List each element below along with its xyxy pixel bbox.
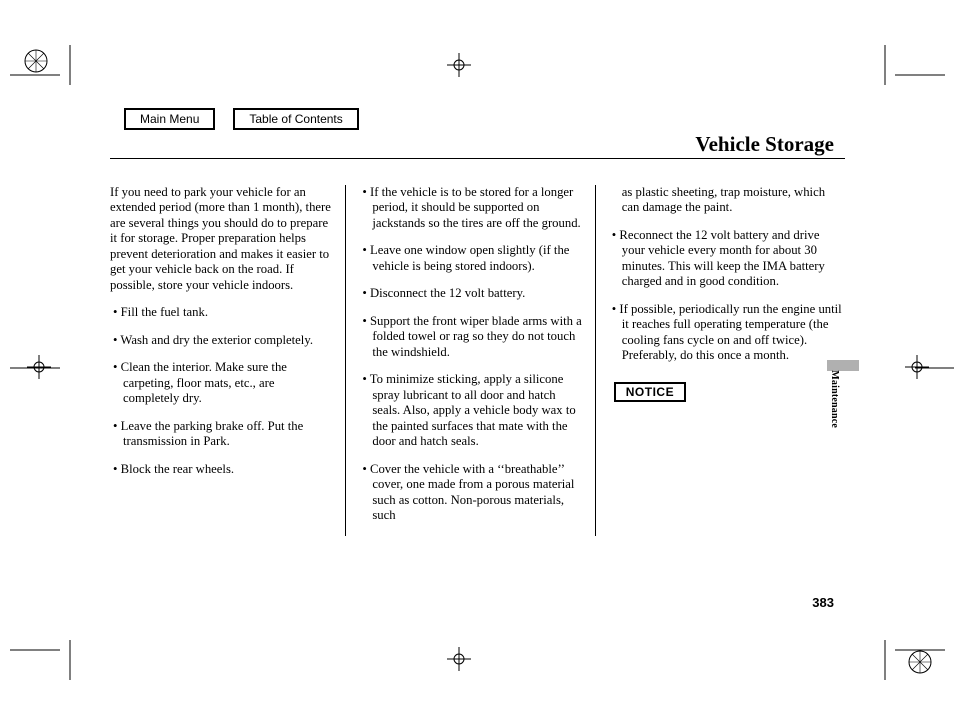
page-number: 383 [812,595,834,610]
column-2: If the vehicle is to be stored for a lon… [359,185,595,536]
column-1: If you need to park your vehicle for an … [110,185,346,536]
bullet-list: Reconnect the 12 volt battery and drive … [609,228,845,364]
list-item: If possible, periodically run the engine… [622,302,845,364]
section-label: Maintenance [829,370,840,428]
title-rule [110,158,845,159]
list-item: If the vehicle is to be stored for a lon… [372,185,581,231]
crosshair-bottom [447,647,471,671]
bullet-list: Fill the fuel tank. Wash and dry the ext… [110,305,332,477]
registration-mark [908,650,932,674]
list-item: Leave the parking brake off. Put the tra… [123,419,332,450]
crop-mark-bl [10,630,80,680]
nav-bar: Main Menu Table of Contents [124,108,359,130]
notice-box: NOTICE [614,382,686,403]
column-3: as plastic sheeting, trap moisture, whic… [609,185,845,536]
list-item: Reconnect the 12 volt battery and drive … [622,228,845,290]
side-tick-right [895,358,954,378]
list-item: Clean the interior. Make sure the carpet… [123,360,332,406]
list-item: Disconnect the 12 volt battery. [372,286,581,301]
intro-text: If you need to park your vehicle for an … [110,185,332,293]
page-title: Vehicle Storage [695,132,834,157]
registration-mark [24,49,48,73]
list-item: Block the rear wheels. [123,462,332,477]
list-item: Wash and dry the exterior completely. [123,333,332,348]
main-menu-button[interactable]: Main Menu [124,108,215,130]
continuation-text: as plastic sheeting, trap moisture, whic… [622,185,845,216]
list-item: Fill the fuel tank. [123,305,332,320]
list-item: Leave one window open slightly (if the v… [372,243,581,274]
crop-mark-tr [875,45,945,95]
toc-button[interactable]: Table of Contents [233,108,358,130]
bullet-list: If the vehicle is to be stored for a lon… [359,185,581,524]
side-tick-left [10,358,80,378]
list-item: Support the front wiper blade arms with … [372,314,581,360]
crosshair-top [447,53,471,77]
list-item: To minimize sticking, apply a silicone s… [372,372,581,449]
body-columns: If you need to park your vehicle for an … [110,185,845,536]
list-item: Cover the vehicle with a ‘‘breathable’’ … [372,462,581,524]
